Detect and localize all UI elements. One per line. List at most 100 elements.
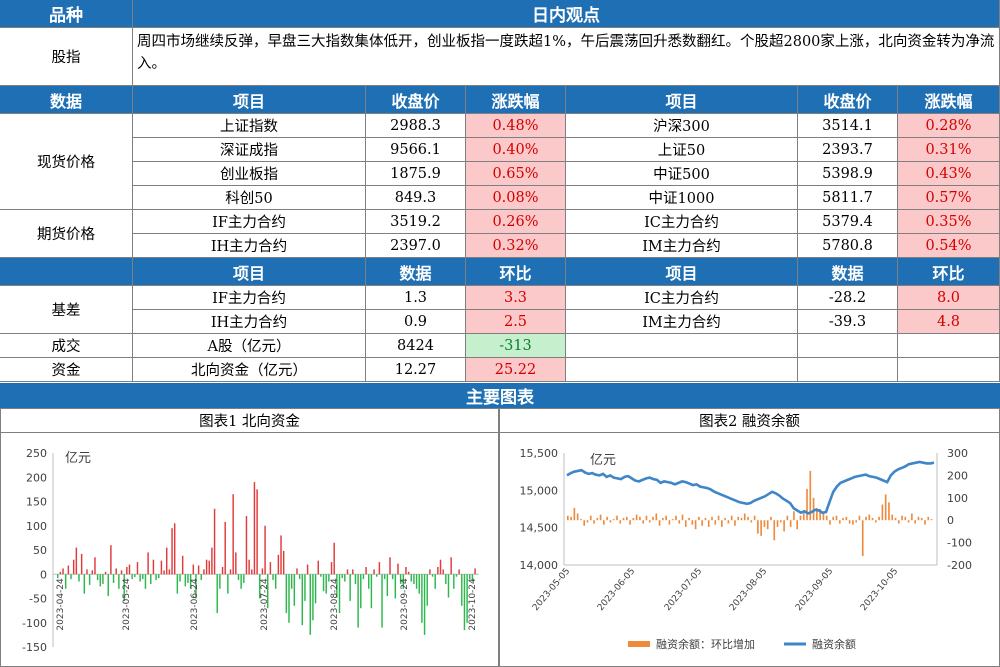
chart2-bar bbox=[707, 520, 710, 527]
chart2-bar bbox=[583, 520, 586, 526]
chart1-bar bbox=[205, 559, 208, 575]
chart2-bar bbox=[757, 520, 759, 534]
chart1-bar bbox=[184, 574, 187, 587]
chart2-bar bbox=[616, 515, 618, 521]
chart1-bar bbox=[397, 563, 399, 575]
chart1-bar bbox=[126, 566, 128, 575]
futures-close-right: 5780.8 bbox=[798, 234, 898, 258]
chart2-bar bbox=[606, 516, 608, 521]
chart1-y-tick-label: -50 bbox=[29, 593, 47, 606]
chart2-bar bbox=[825, 515, 828, 521]
chart2-y2-tick-label: 100 bbox=[947, 492, 968, 505]
chart1-bar bbox=[368, 574, 370, 589]
data-header-mom-left: 环比 bbox=[466, 258, 566, 286]
volume-name: A股（亿元） bbox=[133, 334, 366, 358]
chart1-bar bbox=[213, 508, 216, 575]
chart2-bar bbox=[632, 517, 635, 521]
chart1-bar bbox=[131, 574, 133, 580]
chart1-bar bbox=[280, 535, 282, 575]
chart1-bar bbox=[346, 569, 349, 575]
chart2-bar bbox=[812, 497, 815, 521]
chart1-bar bbox=[118, 574, 120, 589]
chart2-bar bbox=[642, 520, 645, 524]
chart2-y2-tick-label: 200 bbox=[947, 469, 968, 482]
chart1-bar bbox=[115, 568, 117, 575]
basis-value-left: 1.3 bbox=[366, 286, 466, 310]
chart1-bar bbox=[171, 528, 173, 575]
table-row: 资金 北向资金（亿元） 12.27 25.22 bbox=[0, 358, 1000, 382]
volume-label: 成交 bbox=[0, 334, 133, 358]
chart2-bar bbox=[678, 520, 681, 524]
chart1-y-tick-label: 150 bbox=[26, 496, 47, 509]
chart2-bar bbox=[665, 515, 667, 521]
chart1-bar bbox=[455, 574, 458, 577]
chart1-bar bbox=[219, 574, 221, 589]
chart1-bar bbox=[306, 564, 309, 575]
chart2-bar bbox=[783, 520, 785, 532]
chart1-y-label: 亿元 bbox=[65, 451, 91, 466]
chart2-bar bbox=[570, 516, 572, 521]
chart1-bar bbox=[83, 574, 86, 594]
chart1-bar bbox=[282, 550, 285, 575]
chart1-bar bbox=[442, 569, 444, 575]
chart1-bar bbox=[264, 525, 266, 575]
chart1-bar bbox=[360, 574, 362, 609]
chart2-bar bbox=[753, 515, 756, 521]
chart1-bar bbox=[243, 574, 245, 583]
spot-close-right: 2393.7 bbox=[798, 138, 898, 162]
basis-mom-left: 2.5 bbox=[466, 310, 566, 334]
chart1-bar bbox=[91, 570, 94, 575]
chart2-bar bbox=[609, 520, 612, 523]
chart2-bar bbox=[930, 519, 933, 521]
chart1-bar bbox=[221, 566, 224, 575]
chart1-bar bbox=[378, 562, 381, 575]
chart1-bar bbox=[391, 574, 394, 580]
chart1-bar bbox=[104, 571, 107, 575]
chart1-bar bbox=[208, 560, 210, 575]
chart2-bar bbox=[684, 520, 687, 527]
chart2-bar bbox=[625, 516, 628, 521]
chart1-bar bbox=[203, 569, 205, 575]
chart1-bar bbox=[461, 574, 463, 606]
spot-name-left: 科创50 bbox=[133, 186, 366, 210]
spot-name-left: 深证成指 bbox=[133, 138, 366, 162]
spot-change-left: 0.65% bbox=[466, 162, 566, 186]
chart2-bar bbox=[835, 515, 838, 521]
chart1-bar bbox=[330, 562, 333, 575]
chart1-bar bbox=[293, 574, 296, 606]
chart2-bar bbox=[691, 520, 694, 525]
futures-name-right: IC主力合约 bbox=[566, 210, 798, 234]
empty-cell bbox=[898, 334, 1000, 358]
table-row: IH主力合约 0.9 2.5 IM主力合约 -39.3 4.8 bbox=[0, 310, 1000, 334]
chart2-line bbox=[566, 460, 935, 515]
chart2-bar bbox=[622, 517, 625, 521]
chart1-bar bbox=[325, 574, 327, 594]
chart2-bar bbox=[599, 514, 602, 521]
chart1-svg: 250 200 150 100 50 0 -50 -100 -150 亿元 2023-04-24 20… bbox=[22, 447, 479, 654]
chart2-bar bbox=[770, 516, 772, 521]
volume-value: 8424 bbox=[366, 334, 466, 358]
chart2-bar bbox=[763, 520, 766, 527]
chart2-bar bbox=[576, 513, 579, 521]
chart1-bar bbox=[200, 574, 202, 581]
chart2-bar bbox=[773, 520, 776, 541]
data-header-item-right: 项目 bbox=[566, 258, 798, 286]
spot-close-right: 5398.9 bbox=[798, 162, 898, 186]
chart1-bar bbox=[134, 574, 136, 578]
chart1-bar bbox=[150, 574, 152, 584]
chart2-x-tick-label: 2023-10-05 bbox=[859, 567, 900, 614]
chart1-bar bbox=[158, 574, 160, 579]
chart1-bar bbox=[224, 521, 226, 575]
chart1-bar bbox=[144, 574, 147, 589]
chart1-bar bbox=[88, 574, 91, 585]
price-header-close-left: 收盘价 bbox=[366, 86, 466, 114]
chart1-bar bbox=[474, 568, 476, 575]
table-row: 科创50 849.3 0.08% 中证1000 5811.7 0.57% bbox=[0, 186, 1000, 210]
futures-change-left: 0.32% bbox=[466, 234, 566, 258]
chart1-bar bbox=[309, 574, 311, 635]
chart1-bar bbox=[463, 574, 466, 631]
chart2-bar bbox=[704, 517, 707, 521]
chart1-bar bbox=[155, 574, 157, 581]
price-header-change-right: 涨跌幅 bbox=[898, 86, 1000, 114]
chart1-bar bbox=[165, 547, 168, 575]
